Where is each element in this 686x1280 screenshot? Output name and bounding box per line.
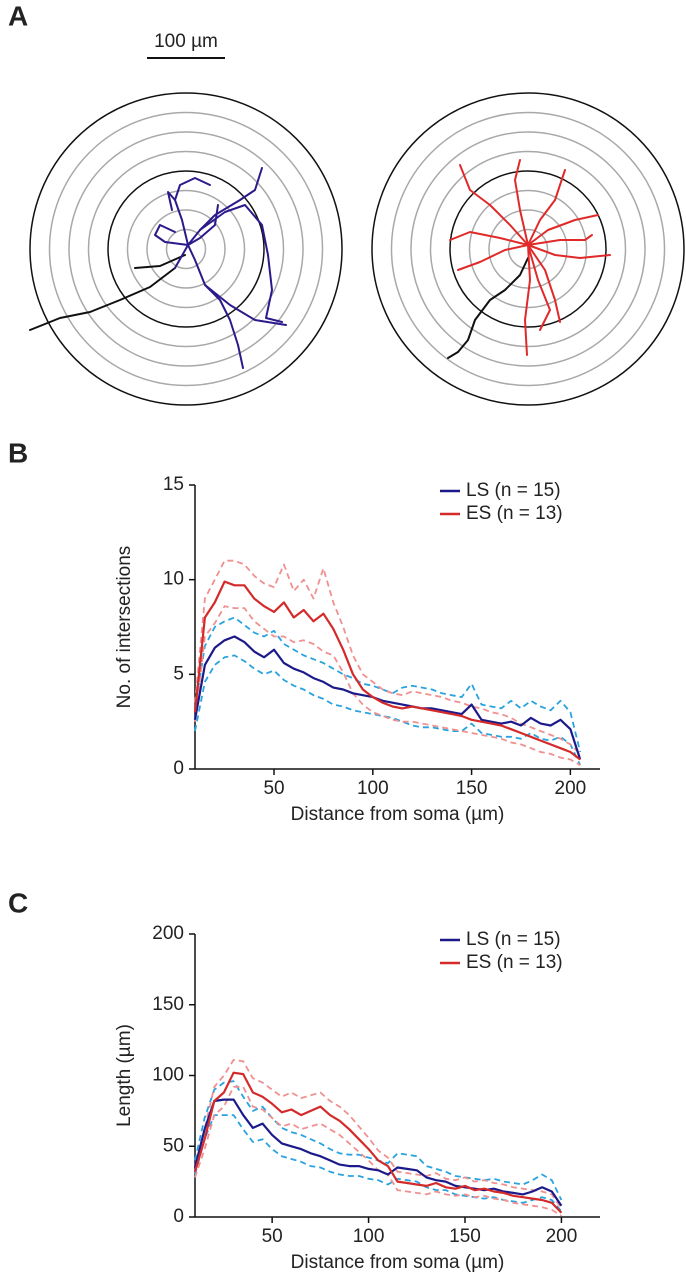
y-tick-label: 100 bbox=[152, 1065, 184, 1086]
error-band-lower bbox=[194, 605, 581, 766]
legend-label: ES (n = 13) bbox=[466, 952, 563, 973]
panel-label: B bbox=[8, 437, 28, 468]
series-line bbox=[193, 1098, 563, 1207]
y-tick-label: 50 bbox=[163, 1135, 184, 1156]
y-tick-label: 15 bbox=[163, 474, 184, 495]
x-tick-label: 100 bbox=[353, 1226, 385, 1247]
y-tick-label: 5 bbox=[173, 663, 184, 684]
legend-label: ES (n = 13) bbox=[466, 503, 563, 524]
scale-bar-label: 100 µm bbox=[154, 31, 218, 52]
y-tick-label: 200 bbox=[152, 923, 184, 944]
sholl-rings-left bbox=[29, 92, 343, 406]
error-band-upper bbox=[194, 616, 582, 753]
legend-label: LS (n = 15) bbox=[466, 929, 561, 950]
error-band-upper bbox=[194, 1059, 563, 1210]
series-line bbox=[193, 635, 582, 760]
error-band-lower bbox=[194, 1114, 563, 1212]
sholl-rings-right bbox=[371, 92, 685, 406]
x-tick-label: 150 bbox=[449, 1226, 481, 1247]
y-tick-label: 0 bbox=[173, 758, 184, 779]
series-line bbox=[193, 580, 581, 761]
y-tick-label: 0 bbox=[173, 1206, 184, 1227]
x-axis-label: Distance from soma (µm) bbox=[291, 804, 505, 825]
y-axis-label: Length (µm) bbox=[114, 1024, 135, 1127]
x-tick-label: 200 bbox=[555, 778, 587, 799]
panel-label: C bbox=[8, 887, 28, 918]
error-band-upper bbox=[194, 559, 581, 755]
panel-label: A bbox=[8, 0, 28, 31]
x-tick-label: 200 bbox=[546, 1226, 578, 1247]
x-axis-label: Distance from soma (µm) bbox=[291, 1252, 505, 1273]
x-tick-label: 50 bbox=[263, 778, 284, 799]
x-tick-label: 100 bbox=[357, 778, 389, 799]
y-axis-label: No. of intersections bbox=[114, 546, 135, 709]
y-tick-label: 10 bbox=[163, 569, 184, 590]
series-line bbox=[193, 1071, 563, 1214]
legend-label: LS (n = 15) bbox=[466, 480, 561, 501]
y-tick-label: 150 bbox=[152, 994, 184, 1015]
x-tick-label: 50 bbox=[262, 1226, 283, 1247]
neuron-tracing-es bbox=[447, 159, 611, 359]
x-tick-label: 150 bbox=[456, 778, 488, 799]
neuron-tracing-ls bbox=[29, 167, 287, 369]
error-band-lower bbox=[194, 654, 582, 766]
